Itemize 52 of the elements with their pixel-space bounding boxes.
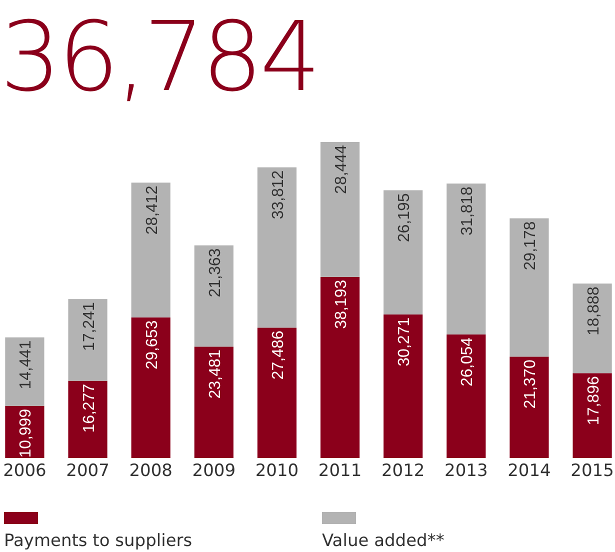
bar [510,218,549,357]
data-label: 28,412 [144,186,161,235]
data-label: 33,812 [270,170,287,220]
data-label: 28,444 [333,144,350,194]
chart-title: 36,784 [0,1,318,113]
bar [446,184,486,334]
bar [257,328,297,458]
data-label: 27,486 [270,330,287,380]
bar [572,284,612,374]
bar [572,373,612,458]
bar [257,167,297,328]
bar [131,317,170,458]
x-tick-label: 2012 [381,461,425,481]
legend-label: Payments to suppliers [4,531,192,551]
data-label: 26,195 [396,193,414,242]
data-label: 18,888 [585,286,602,336]
data-label: 17,896 [585,376,602,426]
bar [194,346,234,458]
x-tick-label: 2010 [255,461,299,481]
bar [320,276,360,458]
data-label: 30,271 [396,317,414,366]
data-label: 21,370 [522,360,540,409]
data-label: 23,481 [206,350,224,399]
bar [131,182,170,318]
x-tick-label: 2015 [570,461,614,481]
data-label: 38,193 [333,280,350,329]
x-tick-label: 2007 [66,461,110,481]
data-label: 29,653 [144,320,161,370]
data-label: 26,054 [459,337,476,386]
legend-label: Value added** [322,531,444,551]
bar [68,299,108,381]
data-label: 16,277 [80,384,98,433]
x-tick-label: 2011 [318,461,362,481]
bar [384,190,423,314]
data-label: 21,363 [206,248,224,298]
bar [446,334,486,458]
bar [194,245,234,347]
bar [320,142,360,277]
x-tick-label: 2013 [444,461,488,481]
bar [384,314,423,458]
x-tick-label: 2009 [192,461,236,481]
x-tick-label: 2008 [129,461,172,481]
bar [5,337,44,406]
x-tick-label: 2014 [508,461,551,481]
data-label: 29,178 [522,221,540,270]
data-label: 14,441 [18,340,35,390]
data-label: 10,999 [18,408,35,458]
x-tick-label: 2006 [3,461,46,481]
data-label: 17,241 [80,302,98,351]
data-label: 31,818 [459,186,476,236]
bar [68,380,108,458]
bar [510,356,549,458]
